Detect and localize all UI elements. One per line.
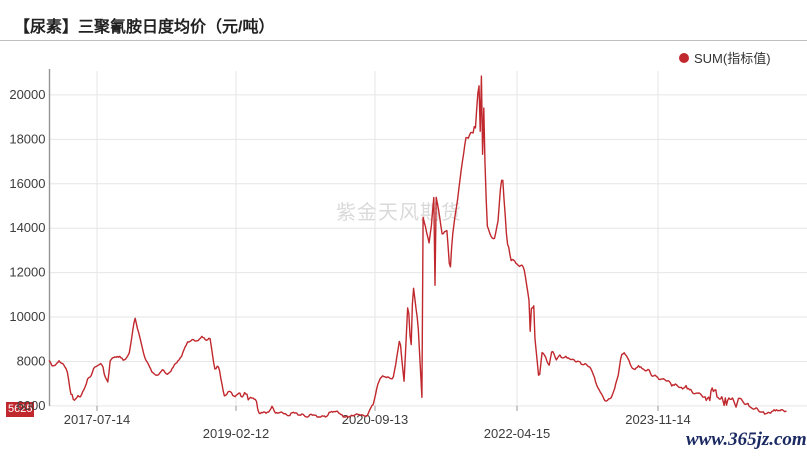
- svg-text:10000: 10000: [9, 309, 45, 324]
- svg-text:20000: 20000: [9, 87, 45, 102]
- svg-text:2022-04-15: 2022-04-15: [484, 426, 551, 441]
- svg-text:2019-02-12: 2019-02-12: [203, 426, 270, 441]
- svg-text:16000: 16000: [9, 176, 45, 191]
- svg-text:12000: 12000: [9, 265, 45, 280]
- svg-text:8000: 8000: [17, 353, 46, 368]
- svg-text:2020-09-13: 2020-09-13: [342, 412, 409, 427]
- svg-text:6000: 6000: [17, 398, 46, 413]
- svg-text:14000: 14000: [9, 220, 45, 235]
- svg-text:2017-07-14: 2017-07-14: [64, 412, 131, 427]
- svg-text:2023-11-14: 2023-11-14: [625, 412, 691, 427]
- svg-text:18000: 18000: [9, 131, 45, 146]
